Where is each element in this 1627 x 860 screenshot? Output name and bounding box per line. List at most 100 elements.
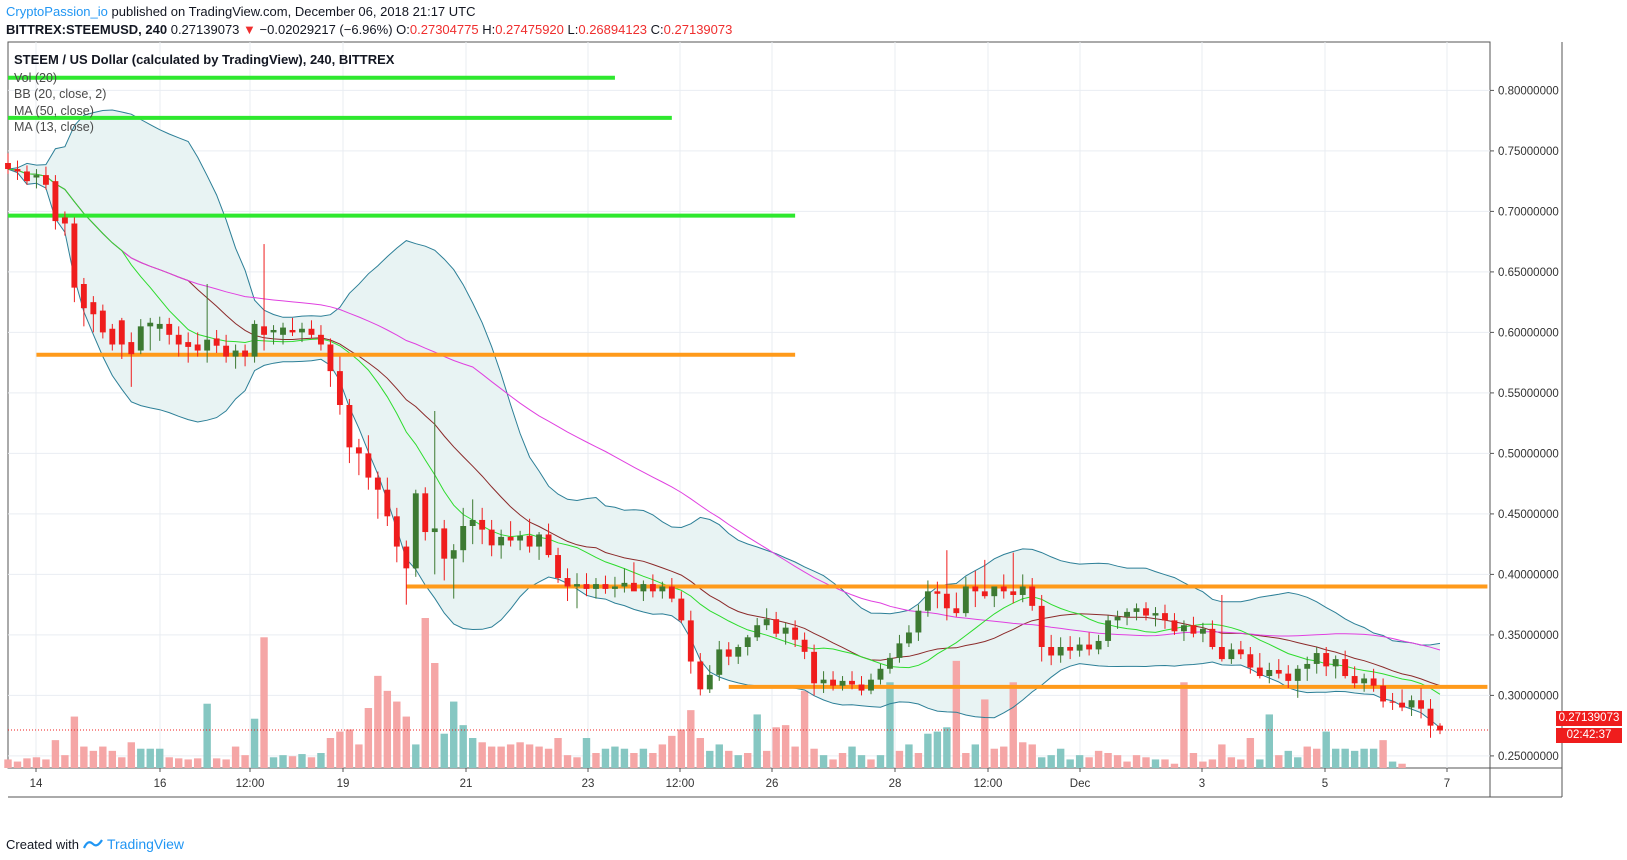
legend-title: STEEM / US Dollar (calculated by Trading… [14,52,395,67]
legend-item-bb[interactable]: BB (20, close, 2) [14,87,107,101]
candle-body [735,647,742,657]
volume-bar [222,759,230,768]
volume-bar [1075,755,1084,768]
y-tick-label: 0.55000000 [1498,388,1559,400]
volume-bar [1047,755,1055,768]
candle-body [128,342,135,355]
candle-body [24,171,30,182]
volume-bar [336,731,344,768]
volume-bar [706,750,714,768]
candle-body [412,493,419,569]
candle-body [1304,663,1311,669]
candle-body [905,632,912,644]
volume-bar [260,637,268,768]
candle-body [507,536,514,541]
volume-bar [905,744,913,768]
candle-body [953,608,960,614]
candle-body [61,217,68,224]
author-link[interactable]: CryptoPassion_io [6,4,108,19]
candle-body [80,284,87,309]
bollinger-upper-line [7,109,1441,646]
volume-bar [1199,761,1207,768]
x-tick-label: 3 [1199,778,1205,790]
candle-body [393,516,400,547]
volume-bar [620,748,629,768]
volume-bar [402,716,411,768]
candle-body [137,326,144,351]
volume-bar [582,738,591,768]
volume-bar [924,733,932,768]
candle-body [811,651,818,684]
volume-bar [269,757,278,768]
candle-body [1162,613,1168,621]
candle-body [593,584,599,589]
candle-body [1000,586,1007,592]
candle-body [1010,591,1017,595]
legend-item-vol[interactable]: Vol (20) [14,70,58,85]
volume-bar [450,701,458,768]
candle-body [1266,669,1273,677]
candle-body [1038,605,1045,647]
volume-bar [639,748,648,768]
volume-bar [943,727,951,768]
candle-body [308,328,315,335]
candle-body [166,323,173,335]
candle-body [536,534,543,547]
candle-body [1294,668,1301,681]
volume-bar [1360,748,1368,768]
candle-body [289,329,296,333]
close-value: 0.27139073 [663,22,733,37]
open-label: O: [396,22,410,37]
low-label: L: [567,22,579,37]
candle-body [943,593,950,609]
candle-body [327,344,334,372]
bollinger-basis-line [7,168,1441,687]
volume-bar [1104,753,1112,768]
candle-body [564,578,571,587]
candle-body [1218,647,1225,660]
published-text: published on TradingView.com, December 0… [107,4,476,19]
volume-bar [1123,761,1131,768]
candle-body [972,586,979,592]
volume-bar [744,753,752,768]
volume-bar [212,758,221,768]
footer: Created with TradingView [6,836,184,852]
volume-bar [1066,759,1074,768]
candle-body [1105,620,1112,641]
volume-bar [440,733,448,768]
volume-bar [326,738,335,768]
candle-body [1181,625,1187,632]
legend-item-ma13[interactable]: MA (13, close) [14,120,94,134]
candle-body [223,345,230,357]
chart-legend: STEEM / US Dollar (calculated by Trading… [14,52,394,136]
volume-bar [127,742,135,768]
volume-bar [146,748,154,768]
volume-bar [108,750,117,768]
volume-bar [241,755,249,768]
candle-body [716,649,723,675]
candle-body [1067,647,1074,651]
volume-bar [677,729,686,768]
volume-bar [1000,746,1008,768]
volume-bar [412,744,420,768]
volume-bar [1132,755,1141,768]
high-label: H: [482,22,496,37]
candle-body [384,489,391,517]
legend-item-ma50[interactable]: MA (50, close) [14,103,94,118]
publish-info: CryptoPassion_io published on TradingVie… [6,4,475,19]
volume-bar [687,710,695,768]
y-tick-label: 0.25000000 [1498,751,1559,763]
volume-bar [1218,744,1226,768]
candle-body [1124,611,1130,617]
x-tick-label: 12:00 [236,778,265,790]
candle-body [336,371,343,405]
volume-bar [1142,757,1150,768]
volume-bar [696,738,704,768]
volume-bar [1246,738,1255,768]
candle-body [185,342,192,347]
volume-bar [1170,763,1179,768]
candle-body [801,639,808,652]
candle-body [574,584,580,587]
tradingview-brand-link[interactable]: TradingView [106,836,185,852]
